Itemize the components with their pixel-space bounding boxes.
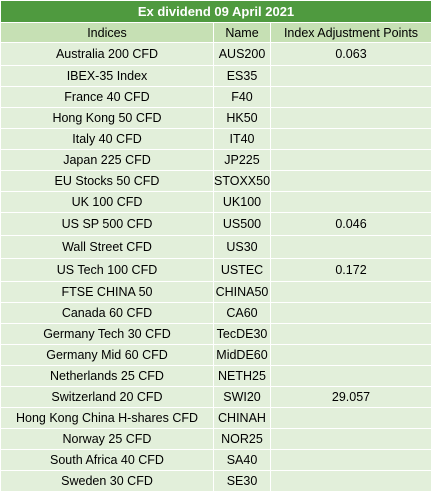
cell-name: IT40 bbox=[214, 129, 271, 150]
cell-name: SWI20 bbox=[214, 387, 271, 408]
cell-index: US SP 500 CFD bbox=[1, 213, 214, 236]
cell-name: UK100 bbox=[214, 192, 271, 213]
cell-name: CHINAH bbox=[214, 408, 271, 429]
cell-name: SE30 bbox=[214, 471, 271, 492]
cell-name: F40 bbox=[214, 87, 271, 108]
column-header-indices: Indices bbox=[1, 23, 214, 43]
cell-index: US Tech 100 CFD bbox=[1, 259, 214, 282]
cell-name: HK50 bbox=[214, 108, 271, 129]
cell-adjustment-points bbox=[271, 87, 431, 108]
cell-index: Switzerland 20 CFD bbox=[1, 387, 214, 408]
cell-index: UK 100 CFD bbox=[1, 192, 214, 213]
cell-index: Hong Kong China H-shares CFD bbox=[1, 408, 214, 429]
cell-adjustment-points bbox=[271, 303, 431, 324]
cell-adjustment-points bbox=[271, 150, 431, 171]
cell-adjustment-points bbox=[271, 408, 431, 429]
cell-index: Germany Mid 60 CFD bbox=[1, 345, 214, 366]
cell-name: US30 bbox=[214, 236, 271, 259]
cell-adjustment-points bbox=[271, 324, 431, 345]
cell-index: EU Stocks 50 CFD bbox=[1, 171, 214, 192]
cell-adjustment-points bbox=[271, 345, 431, 366]
cell-adjustment-points bbox=[271, 236, 431, 259]
cell-adjustment-points bbox=[271, 282, 431, 303]
cell-adjustment-points: 29.057 bbox=[271, 387, 431, 408]
cell-index: Netherlands 25 CFD bbox=[1, 366, 214, 387]
cell-name: NETH25 bbox=[214, 366, 271, 387]
table-title: Ex dividend 09 April 2021 bbox=[1, 1, 431, 23]
cell-index: Canada 60 CFD bbox=[1, 303, 214, 324]
cell-adjustment-points: 0.172 bbox=[271, 259, 431, 282]
cell-adjustment-points bbox=[271, 66, 431, 87]
cell-index: Sweden 30 CFD bbox=[1, 471, 214, 492]
cell-name: JP225 bbox=[214, 150, 271, 171]
cell-adjustment-points bbox=[271, 429, 431, 450]
cell-adjustment-points bbox=[271, 129, 431, 150]
column-header-adjustment-points: Index Adjustment Points bbox=[271, 23, 431, 43]
cell-name: TecDE30 bbox=[214, 324, 271, 345]
cell-name: CA60 bbox=[214, 303, 271, 324]
cell-name: USTEC bbox=[214, 259, 271, 282]
cell-adjustment-points: 0.046 bbox=[271, 213, 431, 236]
cell-adjustment-points bbox=[271, 108, 431, 129]
cell-index: Hong Kong 50 CFD bbox=[1, 108, 214, 129]
cell-name: NOR25 bbox=[214, 429, 271, 450]
cell-adjustment-points bbox=[271, 366, 431, 387]
title-row: Ex dividend 09 April 2021 bbox=[1, 1, 431, 23]
cell-name: AUS200 bbox=[214, 43, 271, 66]
cell-index: Japan 225 CFD bbox=[1, 150, 214, 171]
cell-adjustment-points bbox=[271, 192, 431, 213]
cell-index: Germany Tech 30 CFD bbox=[1, 324, 214, 345]
cell-adjustment-points bbox=[271, 471, 431, 492]
cell-name: MidDE60 bbox=[214, 345, 271, 366]
cell-index: France 40 CFD bbox=[1, 87, 214, 108]
cell-index: Norway 25 CFD bbox=[1, 429, 214, 450]
cell-adjustment-points bbox=[271, 171, 431, 192]
cell-name: CHINA50 bbox=[214, 282, 271, 303]
column-header-name: Name bbox=[214, 23, 271, 43]
cell-index: FTSE CHINA 50 bbox=[1, 282, 214, 303]
cell-name: ES35 bbox=[214, 66, 271, 87]
cell-name: SA40 bbox=[214, 450, 271, 471]
cell-index: Wall Street CFD bbox=[1, 236, 214, 259]
cell-index: Australia 200 CFD bbox=[1, 43, 214, 66]
cell-name: STOXX50 bbox=[214, 171, 271, 192]
cell-index: IBEX-35 Index bbox=[1, 66, 214, 87]
cell-adjustment-points bbox=[271, 450, 431, 471]
cell-adjustment-points: 0.063 bbox=[271, 43, 431, 66]
cell-name: US500 bbox=[214, 213, 271, 236]
cell-index: South Africa 40 CFD bbox=[1, 450, 214, 471]
column-header-row: Indices Name Index Adjustment Points bbox=[1, 23, 431, 43]
cell-index: Italy 40 CFD bbox=[1, 129, 214, 150]
